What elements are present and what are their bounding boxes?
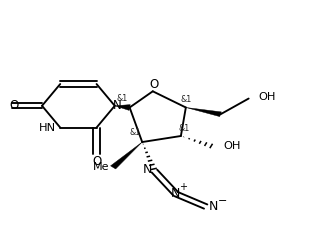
Text: OH: OH: [258, 92, 276, 102]
Text: OH: OH: [224, 141, 241, 151]
Text: O: O: [149, 78, 158, 91]
Polygon shape: [186, 107, 221, 117]
Text: +: +: [179, 182, 187, 192]
Polygon shape: [115, 105, 130, 110]
Text: −: −: [218, 196, 227, 206]
Text: Me: Me: [93, 162, 110, 172]
Text: HN: HN: [39, 122, 56, 132]
Text: N: N: [113, 99, 122, 112]
Text: N: N: [208, 200, 218, 213]
Text: O: O: [9, 99, 19, 112]
Text: N: N: [142, 163, 152, 176]
Text: N: N: [171, 188, 181, 200]
Polygon shape: [111, 142, 142, 169]
Text: &1: &1: [130, 128, 141, 137]
Text: O: O: [92, 155, 101, 168]
Text: &1: &1: [180, 95, 192, 104]
Text: &1: &1: [117, 94, 128, 103]
Text: &1: &1: [179, 124, 190, 133]
